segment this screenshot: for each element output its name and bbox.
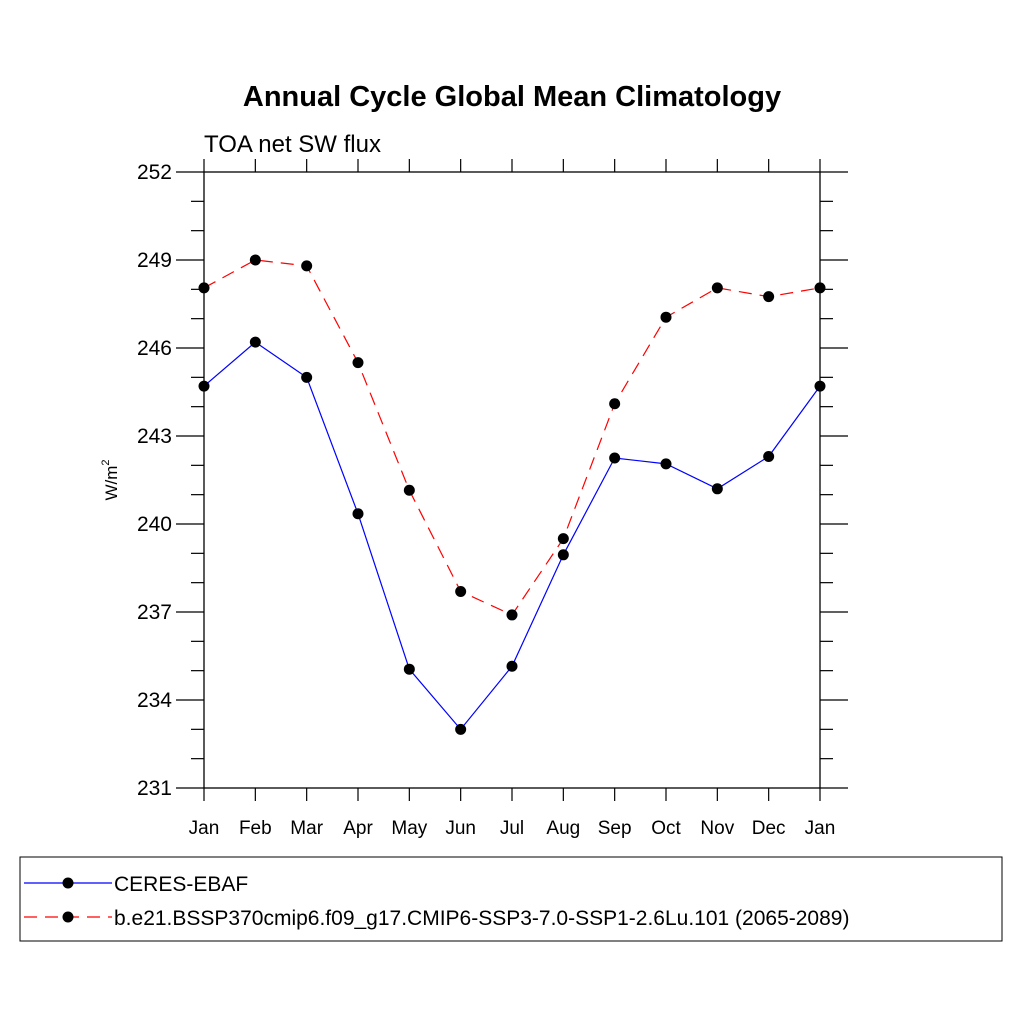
y-tick-label: 234: [137, 689, 172, 712]
legend-marker-0: [62, 877, 74, 889]
x-tick-label: Jan: [805, 818, 836, 839]
series-1-point: [249, 254, 261, 266]
y-axis-label: W/m2: [100, 459, 121, 500]
x-tick-label: Jan: [189, 818, 220, 839]
y-tick-label: 249: [137, 249, 172, 272]
chart-subtitle: TOA net SW flux: [204, 131, 381, 158]
x-tick-label: Apr: [343, 818, 373, 839]
series-0-point: [352, 508, 364, 520]
x-tick-label: Jul: [500, 818, 524, 839]
series-1-point: [763, 291, 775, 303]
series-1-point: [403, 484, 415, 496]
legend-marker-1: [62, 911, 74, 923]
series-1-point: [506, 609, 518, 621]
plot-area: 231 234 237 240 243 246 249 252 Jan Feb Mar Apr May J…: [137, 159, 848, 839]
series-0-point: [660, 458, 672, 470]
y-tick-label: 252: [137, 161, 172, 184]
x-tick-label: May: [391, 818, 427, 839]
series-0-point: [249, 336, 261, 348]
series-0-point: [711, 483, 723, 495]
legend-label-1: b.e21.BSSP370cmip6.f09_g17.CMIP6-SSP3-7.…: [114, 907, 849, 930]
x-tick-label: Dec: [752, 818, 786, 839]
x-tick-label: Mar: [290, 818, 323, 839]
y-tick-label: 240: [137, 513, 172, 536]
series-line-1: [203, 259, 821, 616]
y-axis-label-base: W/m: [102, 466, 121, 501]
y-tick-label: 243: [137, 425, 172, 448]
y-tick-label: 246: [137, 337, 172, 360]
y-axis-label-superscript: 2: [100, 459, 112, 465]
series-1-point: [352, 357, 364, 369]
series-0-point: [455, 723, 467, 735]
series-0-point: [763, 451, 775, 463]
legend-box: [19, 856, 1003, 942]
x-tick-label: Jun: [445, 818, 476, 839]
y-tick-label: 237: [137, 601, 172, 624]
x-tick-label: Nov: [700, 818, 734, 839]
series-0-point: [301, 371, 313, 383]
x-tick-label: Aug: [546, 818, 580, 839]
y-tick-label: 231: [137, 777, 172, 800]
x-tick-label: Feb: [239, 818, 272, 839]
plot-frame: [203, 171, 821, 789]
series-0-point: [609, 452, 621, 464]
series-1-point: [711, 282, 723, 294]
series-1-point: [455, 585, 467, 597]
series-1-point: [609, 398, 621, 410]
chart-title: Annual Cycle Global Mean Climatology: [243, 81, 781, 113]
series-0-point: [506, 660, 518, 672]
x-tick-label: Sep: [598, 818, 632, 839]
series-1-point: [301, 260, 313, 272]
series-1-point: [660, 311, 672, 323]
legend: CERES-EBAF b.e21.BSSP370cmip6.f09_g17.CMI…: [19, 856, 1003, 942]
series-0-point: [557, 549, 569, 561]
legend-label-0: CERES-EBAF: [114, 873, 248, 896]
series-1-point: [557, 533, 569, 545]
x-tick-label: Oct: [651, 818, 681, 839]
series-0-point: [403, 663, 415, 675]
